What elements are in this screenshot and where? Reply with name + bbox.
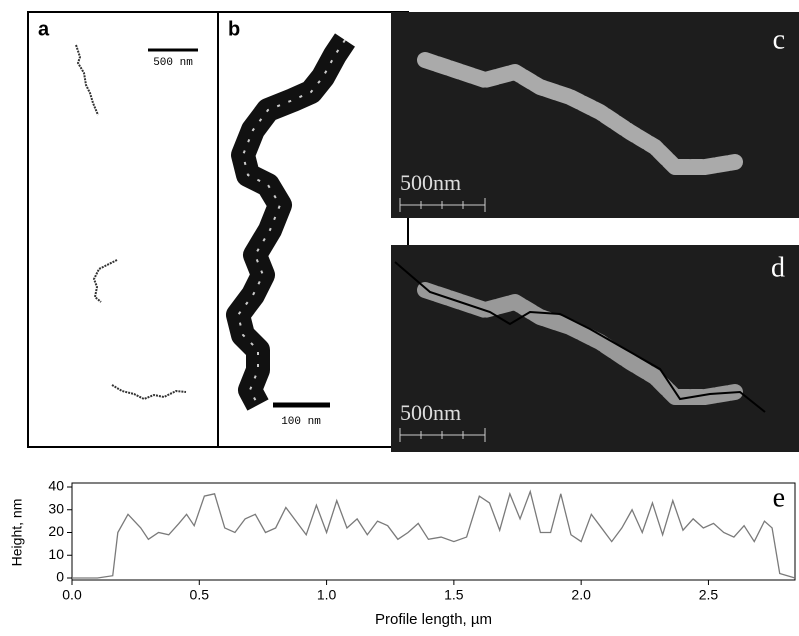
profile-line	[72, 489, 796, 579]
panel-a	[27, 11, 219, 448]
panel-label: e	[773, 482, 785, 513]
y-tick-label: 0	[56, 569, 64, 585]
x-tick-label: 2.0	[571, 587, 591, 603]
plot-frame	[71, 482, 796, 581]
y-tick-label: 30	[48, 500, 64, 516]
chain-beads	[236, 39, 346, 406]
panel-label: a	[38, 18, 50, 40]
scale-bar-label: 500nm	[400, 400, 461, 425]
y-tick-label: 40	[48, 478, 64, 494]
x-axis-label: Profile length, µm	[375, 611, 492, 628]
panel-d	[391, 245, 799, 452]
panel-label: d	[771, 252, 785, 283]
chain	[75, 44, 99, 116]
x-tick-label: 0.0	[62, 587, 82, 603]
x-tick-label: 1.5	[444, 587, 464, 603]
x-tick-label: 0.5	[190, 587, 210, 603]
chain	[111, 384, 187, 401]
chain	[92, 259, 118, 303]
chain	[417, 52, 743, 175]
panel-label: b	[228, 18, 240, 40]
scale-bar-label: 100 nm	[281, 416, 321, 428]
x-tick-label: 2.5	[699, 587, 719, 603]
scale-ruler	[399, 198, 486, 212]
y-tick-label: 20	[48, 523, 64, 539]
scale-ruler	[399, 428, 486, 442]
y-tick-label: 10	[48, 546, 64, 562]
y-axis-label: Height, nm	[9, 499, 25, 567]
x-tick-label: 1.0	[317, 587, 337, 603]
profile-chart: 0 10 20 30 40 0.0 0.5 1.0 1.5 2.0 2.5 Profile lengt…	[9, 478, 796, 628]
panel-label: c	[773, 24, 785, 55]
trace-line	[394, 261, 766, 413]
scale-bar-label: 500nm	[400, 170, 461, 195]
scale-bar-label: 500 nm	[153, 57, 193, 69]
